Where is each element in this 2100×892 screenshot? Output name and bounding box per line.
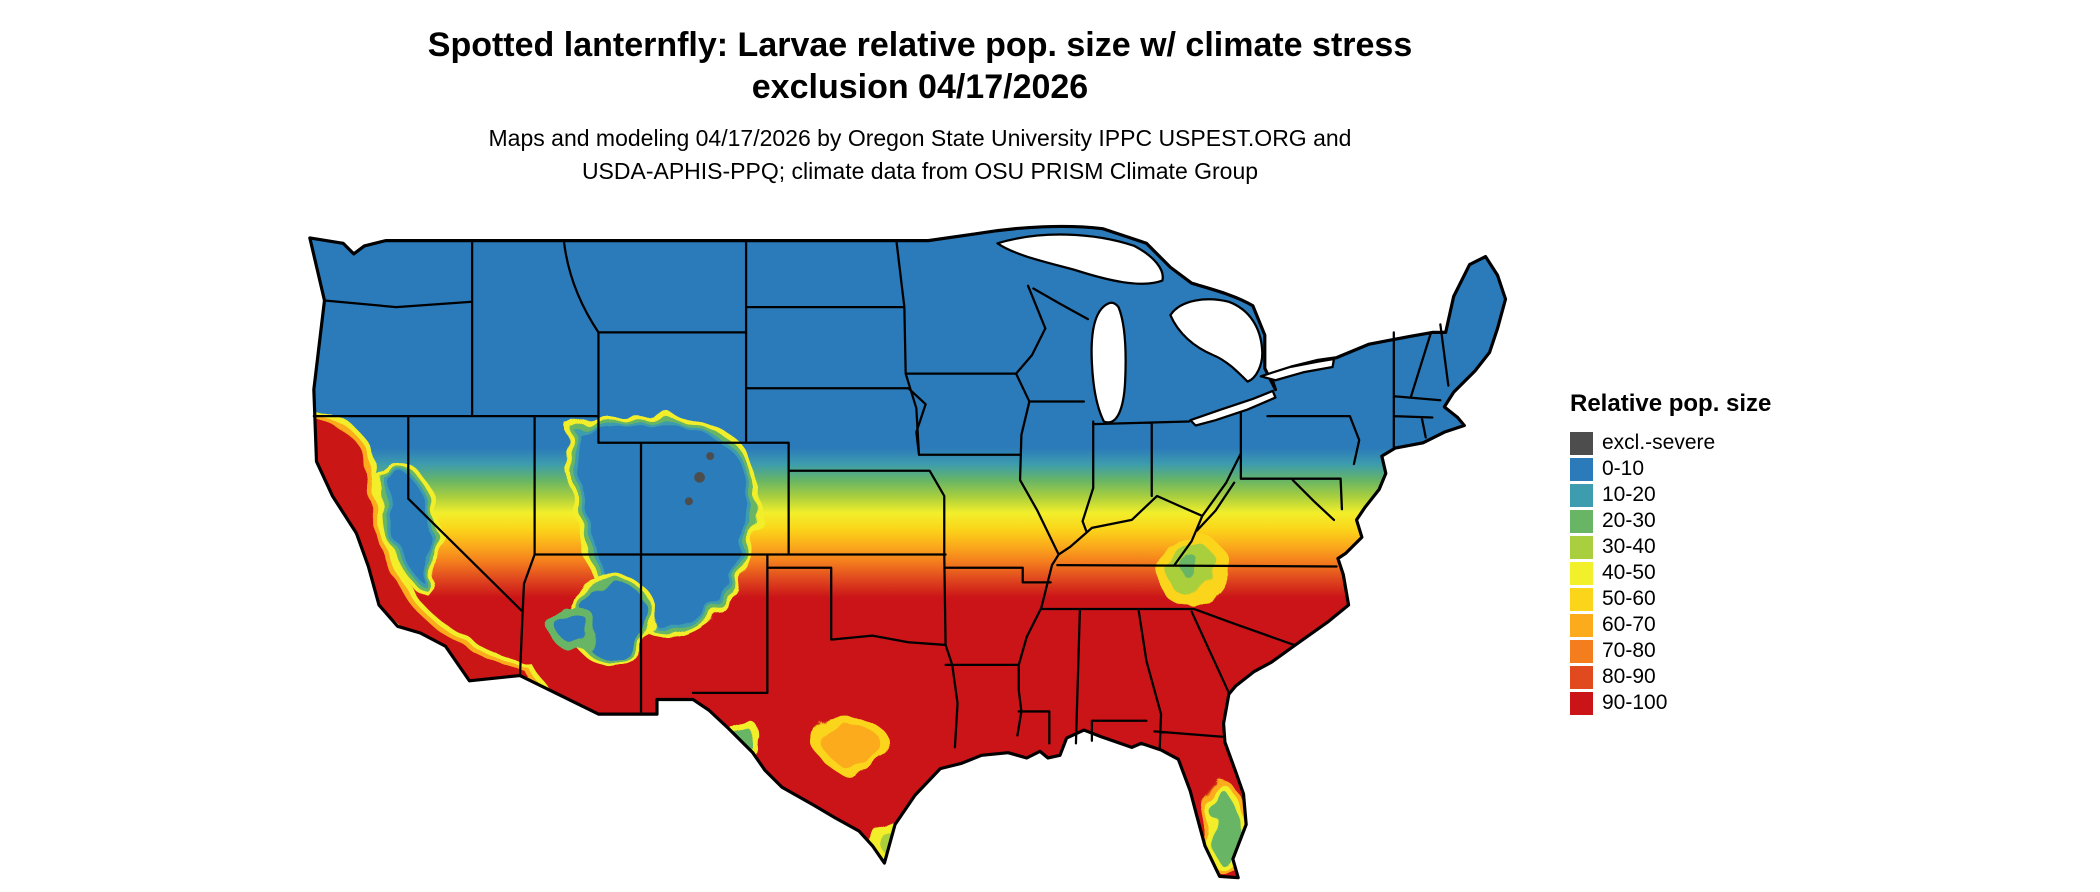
lake-ontario	[1259, 357, 1336, 382]
legend-swatch	[1570, 691, 1593, 715]
excluded-severe-pixel	[706, 452, 715, 461]
legend-item: 40-50	[1570, 560, 1850, 586]
excluded-severe-pixel	[694, 472, 705, 483]
legend-item-label: 40-50	[1602, 561, 1656, 584]
legend-item-label: 80-90	[1602, 665, 1656, 688]
population-gradient-fill	[309, 226, 1506, 878]
lake-huron	[1169, 298, 1264, 383]
map-legend: Relative pop. size excl.-severe 0-10 10-20…	[1570, 390, 1850, 716]
legend-title: Relative pop. size	[1570, 390, 1772, 417]
regional-anomalies	[309, 412, 1246, 874]
legend-swatch	[1570, 509, 1593, 533]
lake-superior	[996, 233, 1164, 285]
us-population-map	[303, 222, 1527, 887]
title-line-2: exclusion 04/17/2026	[751, 68, 1089, 106]
legend-item: excl.-severe	[1570, 430, 1850, 456]
legend-swatch	[1570, 483, 1593, 507]
attribution-line-2: USDA-APHIS-PPQ; climate data from OSU PR…	[581, 158, 1259, 184]
lake-erie	[1189, 389, 1277, 427]
legend-item-label: 10-20	[1602, 483, 1656, 506]
excluded-severe-pixel	[684, 497, 693, 506]
legend-swatch	[1570, 613, 1593, 637]
legend-item: 10-20	[1570, 482, 1850, 508]
title-line-1: Spotted lanternfly: Larvae relative pop.…	[427, 26, 1413, 64]
state-borders	[312, 239, 1450, 750]
legend-item: 50-60	[1570, 586, 1850, 612]
legend-item-label: 90-100	[1602, 691, 1668, 714]
legend-item: 80-90	[1570, 664, 1850, 690]
legend-item: 0-10	[1570, 456, 1850, 482]
legend-swatch	[1570, 587, 1593, 611]
map-attribution: Maps and modeling 04/17/2026 by Oregon S…	[0, 122, 1840, 188]
legend-item-label: 70-80	[1602, 639, 1656, 662]
legend-swatch	[1570, 561, 1593, 585]
legend-item-label: 50-60	[1602, 587, 1656, 610]
legend-swatch	[1570, 665, 1593, 689]
legend-item-label: 20-30	[1602, 509, 1656, 532]
legend-item-label: 0-10	[1602, 457, 1645, 480]
attribution-line-1: Maps and modeling 04/17/2026 by Oregon S…	[488, 125, 1352, 151]
legend-rows: excl.-severe 0-10 10-20 20-30 30-40 40-50 50-6…	[1570, 430, 1850, 716]
great-lakes	[996, 233, 1336, 427]
legend-item: 60-70	[1570, 612, 1850, 638]
us-outline	[308, 224, 1508, 880]
legend-item: 20-30	[1570, 508, 1850, 534]
legend-item-label: 30-40	[1602, 535, 1656, 558]
legend-item: 70-80	[1570, 638, 1850, 664]
page-title: Spotted lanternfly: Larvae relative pop.…	[0, 24, 1840, 108]
legend-item-label: excl.-severe	[1602, 431, 1716, 454]
legend-item: 90-100	[1570, 690, 1850, 716]
lake-michigan	[1090, 301, 1127, 424]
legend-item-label: 60-70	[1602, 613, 1656, 636]
legend-swatch	[1570, 457, 1593, 481]
us-map-svg	[308, 224, 1508, 880]
legend-swatch	[1570, 431, 1593, 455]
legend-item: 30-40	[1570, 534, 1850, 560]
legend-swatch	[1570, 535, 1593, 559]
legend-swatch	[1570, 639, 1593, 663]
